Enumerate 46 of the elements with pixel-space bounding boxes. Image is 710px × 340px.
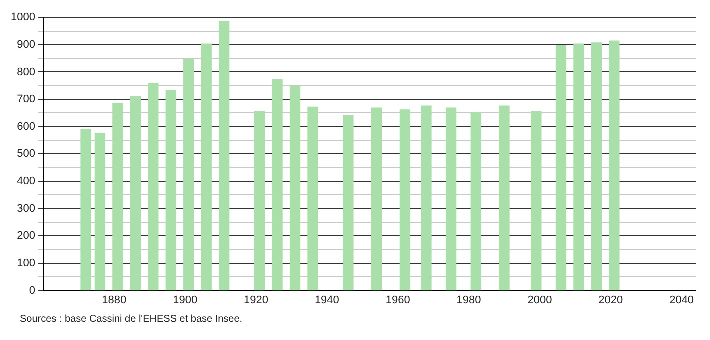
bar — [308, 106, 318, 291]
bar — [499, 106, 510, 291]
bar — [343, 115, 354, 291]
y-tick-label: 400 — [17, 176, 36, 188]
bar — [130, 96, 142, 291]
bar — [400, 110, 411, 291]
bar — [272, 80, 283, 291]
bar — [556, 45, 567, 291]
x-tick-label: 2000 — [528, 294, 552, 306]
y-tick-label: 100 — [17, 258, 36, 270]
y-tick-label: 700 — [17, 94, 36, 106]
bar — [531, 112, 542, 291]
x-tick-label: 1940 — [314, 294, 340, 306]
bar — [574, 44, 584, 291]
bar — [470, 112, 482, 291]
bar — [80, 129, 92, 291]
source-note: Sources : base Cassini de l'EHESS et base Insee. — [20, 314, 244, 325]
y-tick-label: 600 — [17, 120, 36, 133]
y-tick-label: 500 — [17, 148, 36, 160]
bar — [372, 108, 382, 291]
y-tick-label: 200 — [17, 230, 36, 242]
bar — [184, 58, 194, 291]
bar — [290, 86, 301, 291]
x-tick-label: 1920 — [244, 294, 268, 306]
x-tick-label: 1980 — [456, 294, 482, 306]
bar — [254, 112, 266, 291]
bar — [112, 103, 124, 291]
x-tick-label: 1960 — [386, 294, 410, 306]
bar — [591, 42, 602, 291]
bar — [166, 90, 176, 291]
bar — [94, 133, 106, 291]
x-tick-label: 2020 — [598, 294, 624, 306]
bar — [148, 83, 159, 291]
bar — [446, 108, 457, 291]
y-tick-label: 0 — [29, 284, 36, 297]
x-tick-label: 1880 — [102, 294, 127, 306]
bar — [201, 44, 212, 291]
bar — [421, 106, 432, 291]
bar — [609, 40, 620, 291]
x-tick-label: 1900 — [173, 294, 198, 306]
y-tick-label: 800 — [17, 66, 36, 78]
y-tick-label: 900 — [17, 38, 36, 51]
x-tick-label: 2040 — [670, 294, 694, 306]
y-tick-label: 1000 — [10, 12, 36, 24]
bar — [219, 21, 230, 291]
y-tick-label: 300 — [17, 202, 36, 215]
